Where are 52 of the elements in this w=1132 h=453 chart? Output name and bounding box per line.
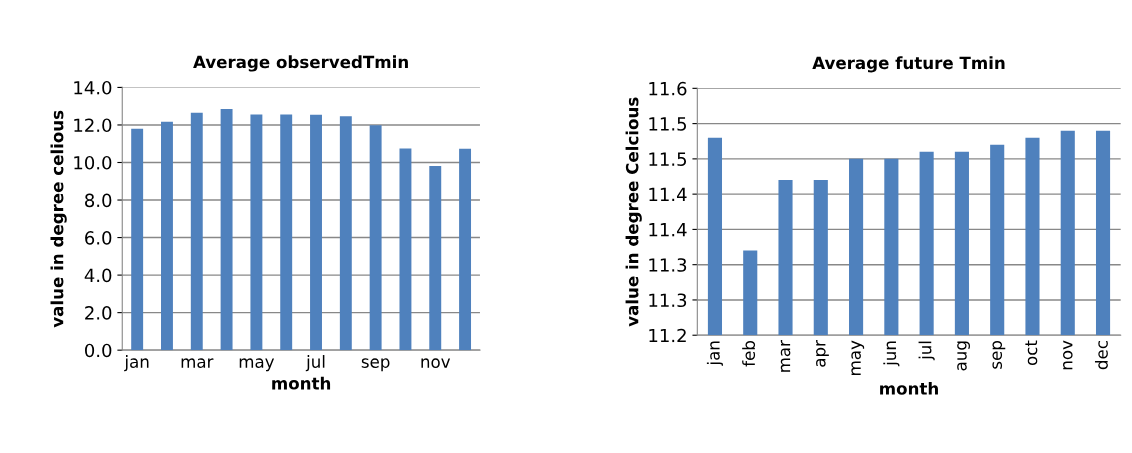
bar [399, 148, 412, 351]
y-tick-label: 14.0 [74, 80, 112, 95]
bar [131, 128, 144, 351]
x-axis-title: month [880, 381, 938, 395]
x-tick-label: mar [181, 358, 214, 368]
x-tick-label: jan [124, 355, 149, 372]
y-tick-label: 10.0 [74, 155, 112, 170]
bar [429, 165, 442, 351]
x-tick-label: sep [992, 340, 1006, 369]
bar [280, 114, 293, 351]
bar [220, 109, 233, 351]
x-tick-label: jul [305, 355, 325, 372]
x-tick-label: nov [421, 358, 451, 368]
x-tick-label: sep [361, 358, 390, 372]
y-tick-label: 11.6 [649, 81, 687, 96]
x-axis-title: month [272, 376, 331, 390]
y-tick-label: 11.5 [649, 152, 687, 166]
x-tick-label: may [851, 340, 865, 375]
x-tick-label: jan [706, 341, 724, 366]
y-tick-label: 11.3 [649, 293, 687, 308]
x-tick-label: dec [1094, 341, 1108, 370]
y-tick-label: 2.0 [85, 306, 112, 320]
chart-title: Average observedTmin [193, 55, 408, 72]
x-tick-label: mar [780, 340, 791, 372]
bar [459, 148, 472, 351]
x-tick-label: jun [883, 341, 900, 367]
y-tick-label: 11.4 [649, 223, 687, 237]
y-tick-label: 4.0 [84, 268, 112, 283]
chart-title: Average future Tmin [812, 56, 1005, 73]
y-tick-label: 11.4 [649, 187, 687, 201]
y-tick-label: 8.0 [85, 193, 112, 208]
x-tick-label: may [239, 358, 275, 372]
bar [161, 121, 173, 351]
bar [369, 125, 382, 351]
bar [190, 112, 203, 351]
y-axis-title: value in degree Celcious [625, 97, 642, 327]
x-tick-label: nov [1063, 340, 1073, 370]
bar [250, 114, 263, 351]
x-tick-label: aug [957, 341, 970, 371]
bar [339, 116, 352, 351]
x-tick-label: apr [816, 340, 829, 367]
y-tick-label: 11.2 [649, 328, 686, 343]
x-tick-label: jul [918, 341, 935, 361]
y-tick-label: 11.3 [649, 258, 687, 272]
y-tick-label: 12.0 [74, 118, 112, 133]
y-axis-title: value in degree celious [50, 110, 67, 328]
y-tick-label: 6.0 [85, 231, 112, 245]
x-tick-label: oct [1025, 340, 1038, 366]
y-tick-label: 11.5 [649, 117, 687, 131]
bar [310, 114, 322, 351]
x-tick-label: feb [742, 340, 756, 367]
y-tick-label: 0.0 [85, 343, 112, 358]
